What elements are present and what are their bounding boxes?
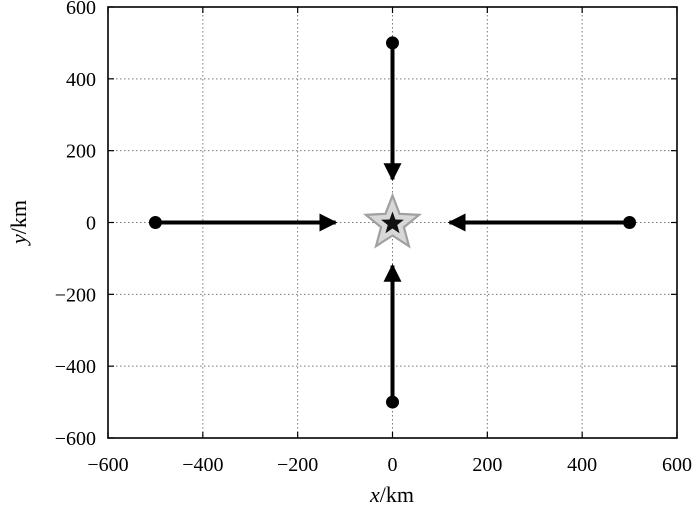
- source-point-3: [623, 216, 637, 229]
- x-tick-label: 400: [567, 454, 597, 476]
- x-tick-label: −400: [182, 454, 223, 476]
- x-tick-label: 0: [388, 454, 398, 476]
- y-tick-label: 0: [86, 213, 96, 235]
- y-tick-label: 600: [66, 0, 96, 19]
- target-star: [381, 211, 404, 234]
- source-point-2: [148, 216, 162, 229]
- data-marks: [148, 36, 637, 409]
- source-point-1: [386, 36, 399, 50]
- y-tick-label: 400: [66, 69, 96, 91]
- y-tick-label: −600: [55, 428, 96, 450]
- source-point-4: [386, 395, 399, 409]
- x-tick-label: 200: [472, 454, 502, 476]
- y-tick-label: 200: [66, 141, 96, 163]
- y-axis: −600 −400 −200 0 200 400 600: [55, 0, 677, 450]
- x-tick-label: 600: [662, 454, 692, 476]
- x-axis: −600 −400 −200 0 200 400 600: [87, 7, 692, 476]
- x-tick-label: −200: [277, 454, 318, 476]
- y-tick-label: −400: [55, 356, 96, 378]
- y-tick-label: −200: [55, 284, 96, 306]
- y-axis-label: y/km: [6, 200, 31, 246]
- x-axis-label: x/km: [369, 482, 414, 506]
- x-tick-label: −600: [87, 454, 128, 476]
